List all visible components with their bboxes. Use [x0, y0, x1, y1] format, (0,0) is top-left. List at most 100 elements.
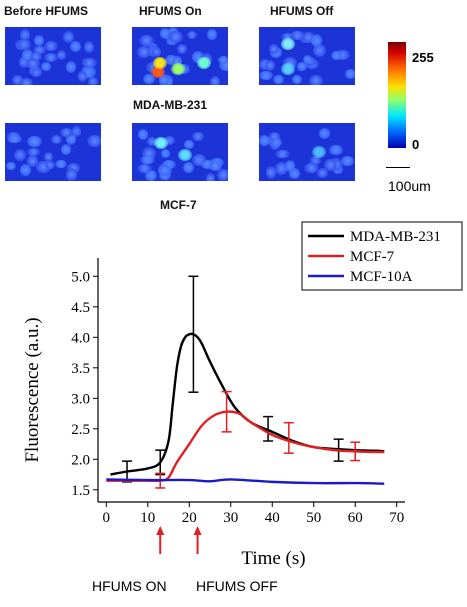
- cell-blob: [43, 151, 54, 163]
- row-label-mda: MDA-MB-231: [133, 98, 208, 112]
- bright-cell-blob: [311, 146, 326, 158]
- cell-blob: [165, 55, 178, 66]
- cell-blob: [192, 153, 207, 166]
- cell-blob: [137, 129, 149, 140]
- cell-blob: [302, 31, 315, 44]
- cell-blob: [205, 172, 216, 181]
- cell-blob: [16, 38, 31, 50]
- cell-blob: [21, 48, 34, 62]
- cell-blob: [159, 28, 170, 39]
- event-arrow-head: [156, 526, 165, 535]
- bright-cell-blob: [280, 38, 295, 51]
- cell-blob: [27, 154, 38, 167]
- cell-blob: [309, 156, 322, 165]
- cell-blob: [284, 159, 295, 172]
- cell-blob: [183, 140, 194, 149]
- bright-cell-blob: [177, 148, 192, 161]
- cell-blob: [292, 74, 302, 84]
- cell-blob: [157, 165, 172, 176]
- cell-blob: [316, 168, 328, 179]
- cell-blob: [158, 74, 170, 85]
- cell-blob: [60, 143, 72, 156]
- cell-blob: [176, 44, 188, 55]
- cell-blob: [137, 163, 152, 174]
- cell-blob: [86, 134, 101, 147]
- legend-label-mcf-10a: MCF-10A: [350, 269, 413, 285]
- hfums-on-label: HFUMS ON: [92, 578, 167, 594]
- cell-blob: [151, 47, 162, 58]
- cell-blob: [6, 161, 16, 171]
- cell-blob: [19, 28, 31, 42]
- cell-blob: [217, 55, 228, 65]
- cell-blob: [311, 34, 323, 48]
- cell-blob: [27, 147, 40, 157]
- series-line-mcf-10a: [106, 478, 385, 485]
- cell-blob: [208, 160, 223, 171]
- image-off-mda: [259, 27, 355, 85]
- cell-blob: [335, 49, 350, 61]
- legend-label-mcf-7: MCF-7: [350, 249, 395, 265]
- cell-blob: [18, 56, 30, 68]
- cell-blob: [201, 160, 215, 170]
- x-tick-label: 30: [223, 510, 238, 526]
- y-tick-label: 2.5: [71, 422, 90, 438]
- cell-blob: [29, 52, 42, 61]
- legend-label-mda-mb-231: MDA-MB-231: [350, 229, 441, 245]
- cell-blob: [217, 169, 228, 181]
- cell-blob: [275, 149, 290, 159]
- hfums-off-label: HFUMS OFF: [196, 578, 278, 594]
- cell-blob: [43, 40, 58, 51]
- image-before-mda: [5, 27, 101, 85]
- cell-blob: [264, 59, 276, 71]
- cell-blob: [144, 170, 157, 181]
- cell-blob: [323, 158, 338, 171]
- cell-blob: [81, 57, 97, 68]
- fluorescence-chart: 0 10 20 30 40 50 60 70 1.5 2.0 2.5 3.0 3.5 4.0 4.5 5.0 T…: [22, 221, 463, 569]
- cell-blob: [269, 132, 281, 141]
- bright-cell-blob: [152, 56, 167, 69]
- cell-blob: [288, 167, 300, 179]
- cell-blob: [65, 133, 77, 146]
- cell-blob: [163, 136, 175, 145]
- cell-blob: [309, 74, 324, 85]
- cell-blob: [206, 28, 217, 41]
- cell-blob: [33, 45, 46, 54]
- cell-blob: [266, 165, 277, 179]
- cell-blob: [312, 44, 326, 58]
- cell-blob: [44, 160, 56, 169]
- cell-blob: [78, 70, 88, 82]
- x-tick-label: 10: [140, 510, 155, 526]
- cell-blob: [66, 61, 77, 73]
- y-tick-label: 3.0: [71, 391, 90, 407]
- cell-blob: [142, 73, 155, 84]
- cell-blob: [66, 162, 81, 173]
- cell-blob: [192, 132, 204, 141]
- cell-blob: [340, 156, 355, 166]
- y-tick-label: 4.0: [71, 330, 90, 346]
- cell-blob: [271, 138, 283, 148]
- cell-blob: [71, 126, 82, 137]
- x-axis-title: Time (s): [241, 548, 305, 569]
- cell-blob: [139, 35, 154, 47]
- image-before-mcf7: [5, 123, 101, 181]
- series-line-mda-mb-231: [110, 332, 385, 476]
- col-label-on: HFUMS On: [139, 4, 202, 18]
- y-tick-label: 5.0: [71, 269, 90, 285]
- scale-bar: [386, 167, 410, 168]
- bright-cell-blob: [280, 62, 295, 75]
- cell-blob: [268, 44, 279, 54]
- col-label-off: HFUMS Off: [270, 4, 334, 18]
- cell-blob: [41, 62, 51, 71]
- bright-cell-blob: [171, 62, 186, 75]
- cell-blob: [62, 30, 74, 43]
- y-tick-label: 2.0: [71, 452, 90, 468]
- series-line-mcf-7: [106, 410, 385, 483]
- bright-cell-blob: [150, 66, 165, 79]
- cell-blob: [7, 134, 23, 143]
- x-tick-label: 60: [348, 510, 363, 526]
- cell-blob: [14, 148, 27, 162]
- cell-blob: [297, 61, 307, 72]
- cell-blob: [34, 34, 45, 46]
- cell-blob: [146, 137, 157, 147]
- cell-blob: [26, 135, 42, 147]
